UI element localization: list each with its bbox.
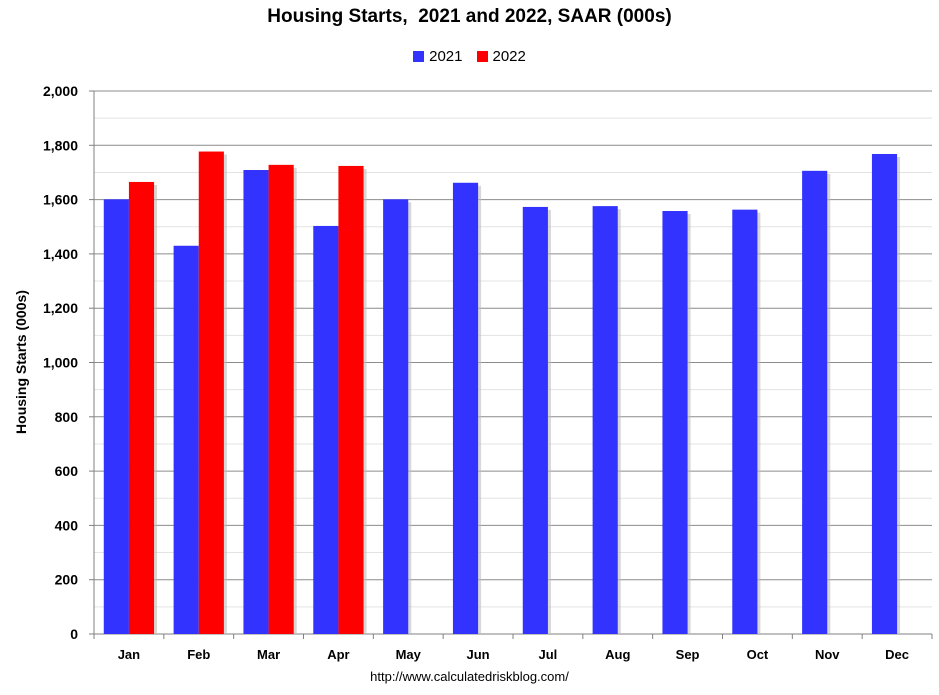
x-tick-label: Aug [605, 647, 630, 662]
y-tick-label: 1,400 [43, 246, 78, 262]
bar-2021-feb [173, 245, 199, 634]
bar-2022-jan [128, 181, 155, 634]
x-tick-label: Sep [676, 647, 700, 662]
legend-label-2022: 2022 [492, 48, 526, 65]
bar-2021-nov [802, 170, 828, 635]
y-tick-label: 600 [55, 463, 79, 479]
y-tick-label: 400 [55, 517, 79, 533]
bar-2021-aug [592, 206, 618, 634]
bar-2021-mar [243, 170, 269, 634]
x-tick-label: Mar [257, 647, 280, 662]
y-tick-label: 2,000 [43, 83, 78, 99]
y-tick-label: 200 [55, 572, 79, 588]
x-tick-label: Jun [467, 647, 490, 662]
bar-2022-mar [268, 164, 294, 634]
bar-2022-feb [198, 151, 224, 634]
bar-2021-may [383, 199, 409, 635]
bar-2021-dec [871, 153, 898, 634]
x-tick-label: May [396, 647, 422, 662]
x-tick-label: Jul [539, 647, 558, 662]
x-tick-label: Dec [885, 647, 909, 662]
x-tick-label: Oct [747, 647, 769, 662]
bar-2021-oct [732, 209, 758, 634]
legend: 2021 2022 [0, 48, 939, 65]
legend-swatch-2022 [476, 51, 488, 62]
y-tick-label: 800 [55, 409, 79, 425]
bar-2021-sep [662, 211, 688, 635]
y-tick-label: 1,600 [43, 192, 78, 208]
x-tick-label: Jan [118, 647, 140, 662]
y-tick-label: 0 [70, 626, 78, 642]
legend-item-2021: 2021 [413, 48, 463, 65]
y-tick-label: 1,800 [43, 137, 78, 153]
x-tick-label: Nov [815, 647, 840, 662]
legend-label-2021: 2021 [429, 48, 463, 65]
bar-2022-apr [338, 165, 364, 634]
bar-2021-jan [103, 199, 129, 635]
x-tick-label: Apr [327, 647, 349, 662]
bar-2021-jul [522, 206, 548, 635]
x-tick-label: Feb [187, 647, 210, 662]
source-url: http://www.calculatedriskblog.com/ [370, 669, 569, 684]
legend-swatch-2021 [413, 51, 425, 62]
legend-item-2022: 2022 [476, 48, 526, 65]
bar-2021-apr [313, 225, 339, 635]
bar-2021-jun [452, 182, 479, 634]
y-tick-label: 1,200 [43, 300, 78, 316]
y-tick-label: 1,000 [43, 355, 78, 371]
chart-title: Housing Starts, 2021 and 2022, SAAR (000… [267, 6, 672, 27]
